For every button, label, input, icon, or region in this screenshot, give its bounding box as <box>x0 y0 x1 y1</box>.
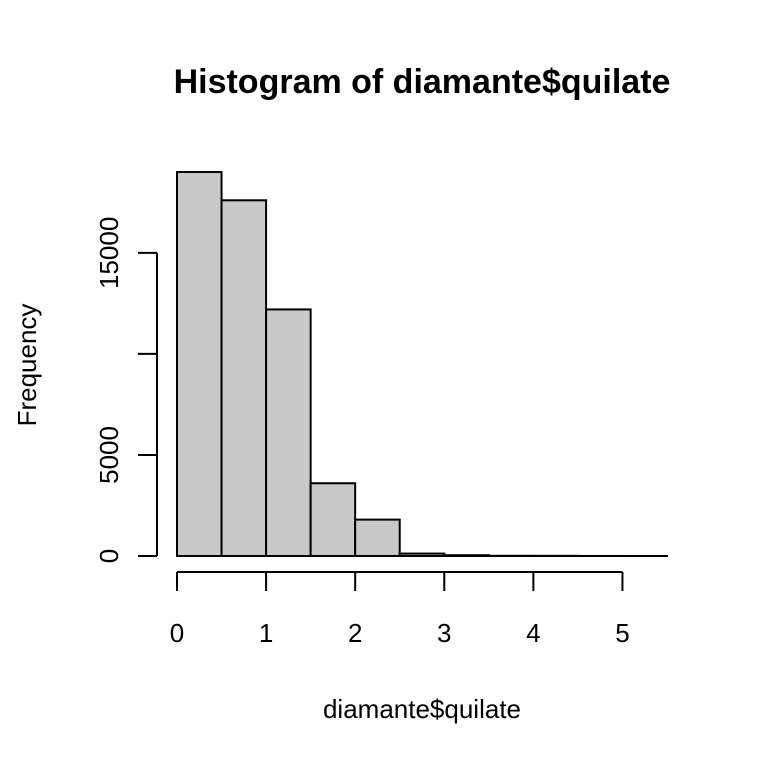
histogram-bar <box>443 554 490 558</box>
histogram-bar <box>220 199 268 557</box>
y-tick-label: 0 <box>94 549 124 563</box>
x-tick-label: 3 <box>437 618 451 648</box>
histogram-bars <box>176 171 668 558</box>
histogram-bar <box>176 171 223 557</box>
x-tick-label: 0 <box>170 618 184 648</box>
x-axis: 0 1 2 3 4 5 <box>170 571 630 648</box>
histogram-bar <box>354 518 401 557</box>
y-tick-label: 15000 <box>94 217 124 289</box>
chart-title: Histogram of diamante$quilate <box>174 63 671 101</box>
x-tick-label: 1 <box>259 618 273 648</box>
histogram-bar <box>398 552 446 557</box>
x-tick-label: 4 <box>526 618 540 648</box>
x-tick-label: 2 <box>348 618 362 648</box>
x-axis-label: diamante$quilate <box>323 694 521 724</box>
histogram-bar <box>265 308 312 557</box>
x-tick-label: 5 <box>615 618 629 648</box>
y-axis: 0 5000 15000 <box>94 217 158 563</box>
y-axis-label: Frequency <box>12 304 42 427</box>
histogram-bar <box>309 482 357 557</box>
y-tick-label: 5000 <box>94 426 124 484</box>
